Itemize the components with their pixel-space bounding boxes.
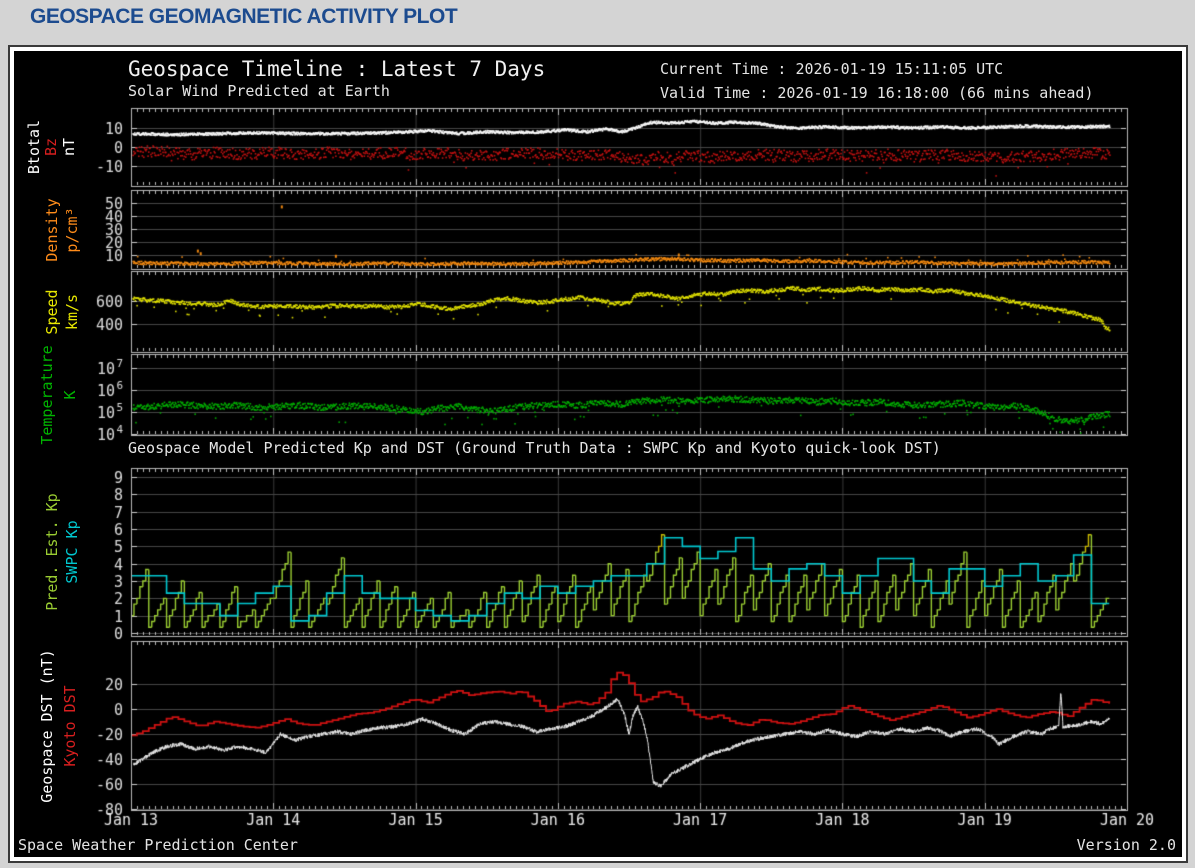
y-axis-label-nt: nT	[60, 138, 78, 156]
y-axis-label-geospace-dst: Geospace DST (nT)	[38, 649, 56, 803]
y-axis-label-kelvin: K	[61, 390, 79, 399]
footer-source: Space Weather Prediction Center	[18, 836, 298, 854]
page: { "header": { "title": "GEOSPACE GEOMAGN…	[0, 0, 1195, 868]
plot-area: Geospace Timeline : Latest 7 Days Curren…	[14, 51, 1182, 857]
current-time-label: Current Time : 2026-01-19 15:11:05 UTC	[660, 60, 1003, 78]
y-axis-label-density-units: p/cm³	[63, 207, 81, 252]
y-axis-label-bz: Bz	[42, 138, 60, 156]
y-axis-label-btotal: Btotal	[25, 120, 43, 174]
footer-version: Version 2.0	[1077, 836, 1176, 854]
y-axis-label-pred-kp: Pred. Est. Kp	[43, 493, 61, 610]
plot-window: Geospace Timeline : Latest 7 Days Curren…	[8, 45, 1188, 863]
y-axis-label-swpc-kp: SWPC Kp	[63, 520, 81, 583]
y-axis-label-temperature: Temperature	[38, 345, 56, 444]
kp-dst-subtitle: Geospace Model Predicted Kp and DST (Gro…	[128, 439, 941, 457]
chart-title: Geospace Timeline : Latest 7 Days	[128, 57, 545, 81]
y-axis-label-kyoto-dst: Kyoto DST	[61, 685, 79, 766]
solar-wind-subtitle: Solar Wind Predicted at Earth	[128, 82, 390, 100]
y-axis-label-speed-units: km/s	[63, 294, 81, 330]
page-title: GEOSPACE GEOMAGNETIC ACTIVITY PLOT	[30, 5, 457, 29]
y-axis-label-density: Density	[43, 198, 61, 261]
valid-time-label: Valid Time : 2026-01-19 16:18:00 (66 min…	[660, 84, 1093, 102]
y-axis-label-speed: Speed	[43, 289, 61, 334]
